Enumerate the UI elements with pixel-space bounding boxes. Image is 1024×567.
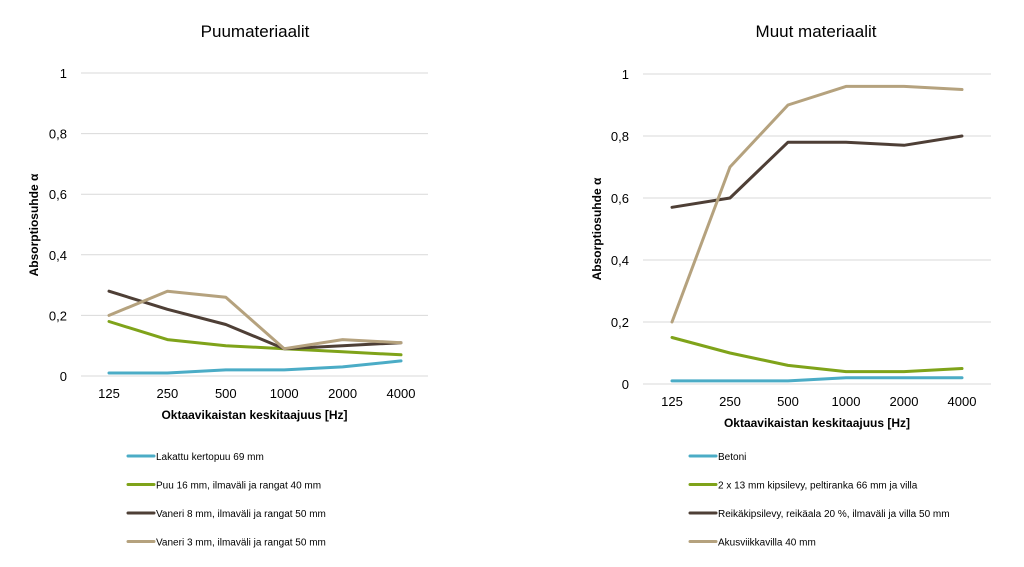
- series-line-1: [670, 336, 964, 374]
- x-tick-label: 2000: [328, 386, 357, 401]
- x-axis-label: Oktaavikaistan keskitaajuus [Hz]: [724, 416, 910, 430]
- x-tick-label: 1000: [832, 394, 861, 409]
- y-axis-label: Absorptiosuhde α: [27, 173, 41, 276]
- x-tick-label: 500: [777, 394, 799, 409]
- y-tick-label: 0,4: [611, 253, 629, 268]
- y-tick-label: 0: [622, 377, 629, 392]
- y-tick-label: 0,2: [611, 315, 629, 330]
- legend-label: Betoni: [718, 452, 746, 463]
- legend-label: Akusviikkavilla 40 mm: [718, 538, 816, 549]
- legend-label: Puu 16 mm, ilmaväli ja rangat 40 mm: [156, 481, 321, 492]
- legend-label: Reikäkipsilevy, reikäala 20 %, ilmaväli …: [718, 509, 950, 520]
- y-axis-label: Absorptiosuhde α: [590, 177, 604, 280]
- series-line-3: [107, 289, 403, 351]
- y-tick-label: 0: [60, 369, 67, 384]
- x-tick-label: 250: [719, 394, 741, 409]
- x-tick-label: 4000: [387, 386, 416, 401]
- x-axis-label: Oktaavikaistan keskitaajuus [Hz]: [161, 408, 347, 422]
- x-tick-label: 250: [157, 386, 179, 401]
- y-tick-label: 0,8: [611, 129, 629, 144]
- legend-label: 2 x 13 mm kipsilevy, peltiranka 66 mm ja…: [718, 481, 918, 492]
- y-tick-label: 0,6: [611, 191, 629, 206]
- series-line-2: [107, 289, 403, 351]
- chart-title: Puumateriaalit: [201, 22, 310, 41]
- y-tick-label: 0,6: [49, 187, 67, 202]
- legend-label: Lakattu kertopuu 69 mm: [156, 452, 264, 463]
- legend-label: Vaneri 3 mm, ilmaväli ja rangat 50 mm: [156, 538, 326, 549]
- x-tick-label: 500: [215, 386, 237, 401]
- series-line-0: [670, 376, 964, 383]
- y-tick-label: 1: [60, 66, 67, 81]
- x-tick-label: 1000: [270, 386, 299, 401]
- y-tick-label: 0,8: [49, 127, 67, 142]
- legend-label: Vaneri 8 mm, ilmaväli ja rangat 50 mm: [156, 509, 326, 520]
- series-line-2: [670, 134, 964, 209]
- series-line-0: [107, 359, 403, 375]
- series-line-1: [107, 320, 403, 357]
- x-tick-label: 125: [661, 394, 683, 409]
- series-line-3: [670, 84, 964, 324]
- x-tick-label: 4000: [948, 394, 977, 409]
- x-tick-label: 125: [98, 386, 120, 401]
- y-tick-label: 0,4: [49, 248, 67, 263]
- chart-title: Muut materiaalit: [756, 22, 877, 41]
- y-tick-label: 1: [622, 67, 629, 82]
- y-tick-label: 0,2: [49, 308, 67, 323]
- x-tick-label: 2000: [890, 394, 919, 409]
